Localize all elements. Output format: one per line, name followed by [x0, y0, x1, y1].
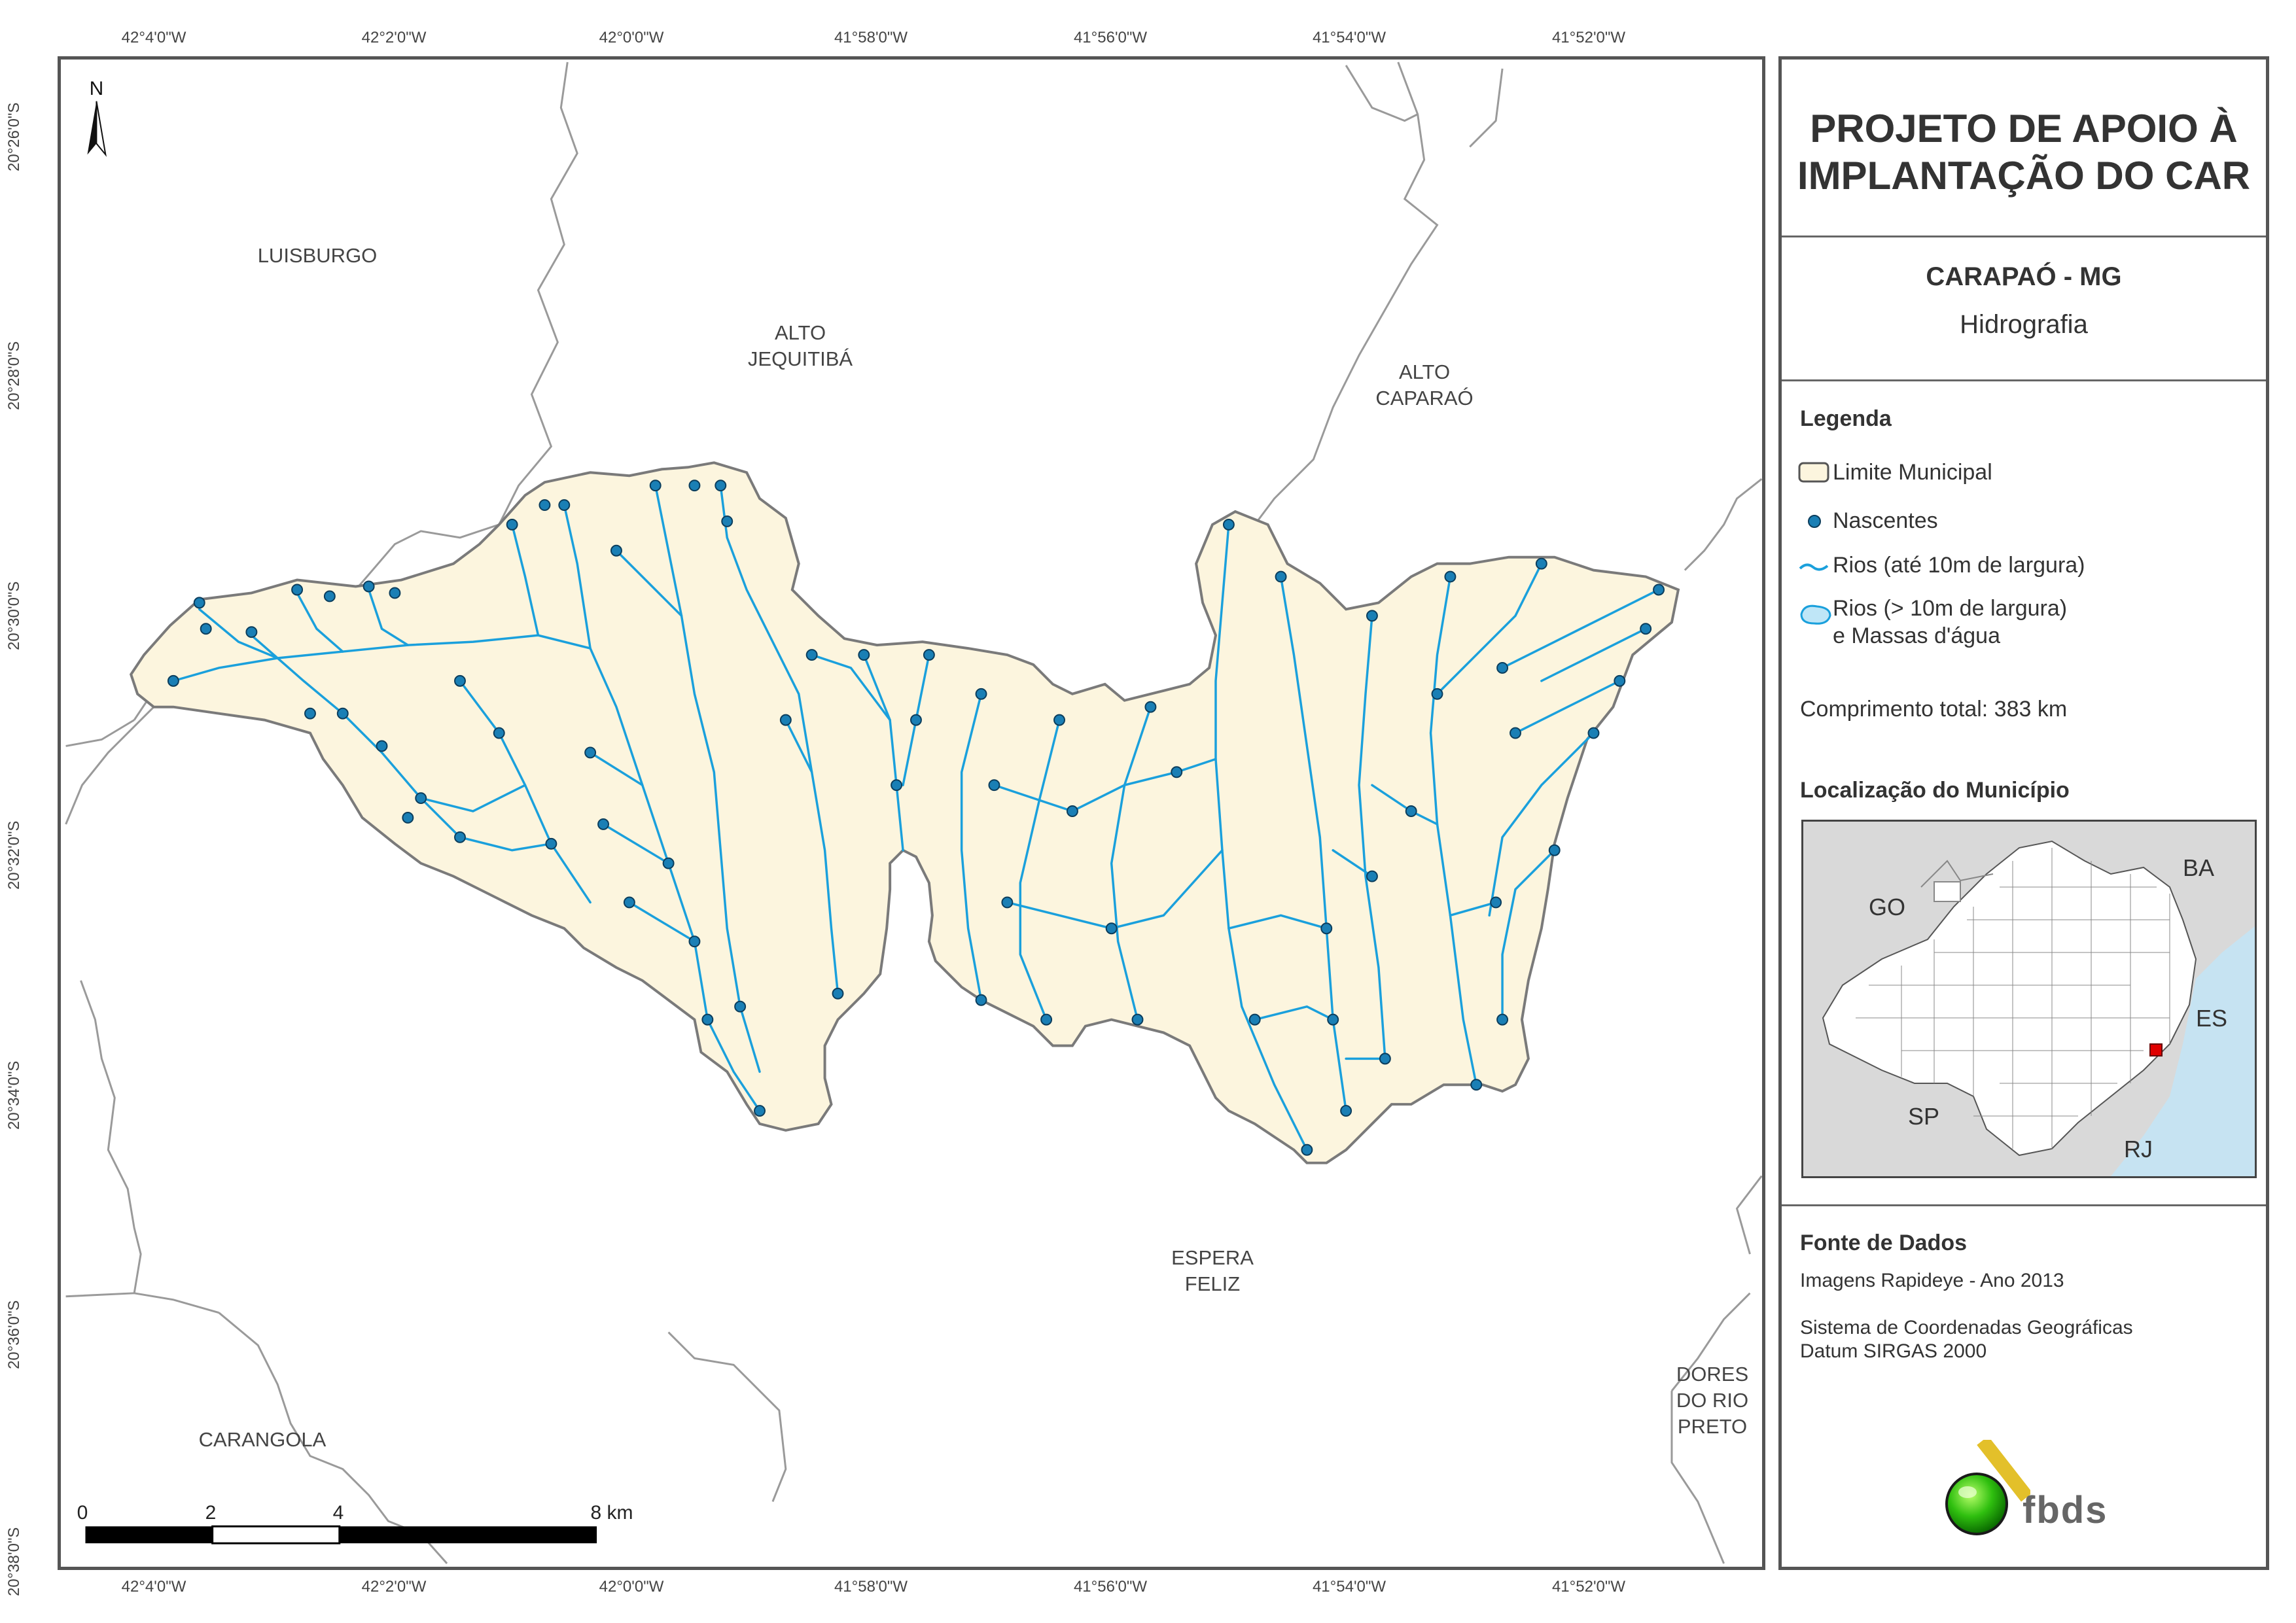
map-canvas[interactable]: N [61, 60, 1762, 1567]
coord-bottom-6: 41°54'0"W [1312, 1578, 1386, 1596]
legend-limite-icon [1798, 462, 1829, 483]
town-espera-feliz-line2: FELIZ [1184, 1272, 1241, 1295]
legend-nascentes-label: Nascentes [1833, 508, 1938, 533]
legend-heading: Legenda [1800, 406, 1892, 431]
coord-left-3: 20°30'0"S [5, 581, 23, 650]
project-title-line2: IMPLANTAÇÃO DO CAR [1797, 154, 2251, 198]
fonte-line3: Datum SIRGAS 2000 [1800, 1340, 1987, 1362]
localizacao-heading: Localização do Município [1800, 778, 2070, 803]
coord-bottom-5: 41°56'0"W [1073, 1578, 1148, 1596]
coord-top-3: 42°0'0"W [599, 29, 664, 46]
legend-rios-big-label-1: Rios (> 10m de largura) [1833, 596, 2068, 621]
scale-bar [85, 1525, 597, 1544]
scale-label-4: 4 [332, 1502, 344, 1524]
inset-label-sp: SP [1908, 1103, 1940, 1130]
coord-top-5: 41°56'0"W [1073, 29, 1148, 46]
fonte-heading: Fonte de Dados [1800, 1230, 1968, 1255]
inset-label-ba: BA [2183, 854, 2215, 881]
inset-es-ocean [2111, 926, 2255, 1176]
coord-bottom-4: 41°58'0"W [834, 1578, 908, 1596]
coord-top-1: 42°4'0"W [121, 29, 186, 46]
town-espera-feliz: ESPERA FELIZ [1171, 1245, 1254, 1297]
nascentes[interactable] [167, 480, 1665, 1156]
coord-top-7: 41°52'0"W [1551, 29, 1626, 46]
coord-top-6: 41°54'0"W [1312, 29, 1386, 46]
coord-bottom-2: 42°2'0"W [361, 1578, 427, 1596]
fonte-line1: Imagens Rapideye - Ano 2013 [1800, 1270, 2064, 1291]
theme-title: Hidrografia [1960, 310, 2088, 339]
inset-label-es: ES [2196, 1005, 2228, 1032]
legend-rios-small-label: Rios (até 10m de largura) [1833, 553, 2085, 578]
town-dores-line1: DORES [1676, 1363, 1749, 1386]
fonte-line2: Sistema de Coordenadas Geográficas [1800, 1317, 2133, 1338]
town-alto-jequitiba-line1: ALTO [774, 321, 826, 344]
fbds-logo-text: fbds [2022, 1489, 2108, 1531]
town-alto-jequitiba-line2: JEQUITIBÁ [747, 347, 853, 370]
inset-caparao-marker [2149, 1043, 2163, 1056]
north-label: N [90, 78, 104, 99]
town-carangola: CARANGOLA [198, 1428, 327, 1451]
municipio-title: CARAPAÓ - MG [1926, 262, 2122, 291]
legend-rios-big-label-2: e Massas d'água [1833, 623, 2000, 648]
legend-rios-big-icon [1800, 604, 1831, 625]
municipio-polygon[interactable] [129, 461, 1680, 1164]
subtitle-section: CARAPAÓ - MG Hidrografia [1782, 237, 2266, 381]
coord-left-7: 20°38'0"S [5, 1527, 23, 1596]
legend-limite-label: Limite Municipal [1833, 460, 1992, 485]
town-alto-caparao: ALTO CAPARAÓ [1375, 359, 1473, 411]
coord-left-2: 20°28'0"S [5, 341, 23, 410]
legend-rios-small-icon [1799, 563, 1829, 571]
inset-df [1934, 881, 1961, 902]
inset-label-go: GO [1869, 894, 1906, 920]
legend-comprimento: Comprimento total: 383 km [1800, 697, 2068, 722]
scale-label-2: 2 [205, 1502, 217, 1524]
inset-municipal-grid [1856, 848, 2170, 1149]
localizacao-divider [1782, 1204, 2266, 1206]
coord-top-2: 42°2'0"W [361, 29, 427, 46]
coord-left-1: 20°26'0"S [5, 102, 23, 171]
info-panel: PROJETO DE APOIO À IMPLANTAÇÃO DO CAR CA… [1778, 56, 2269, 1570]
coord-bottom-7: 41°52'0"W [1551, 1578, 1626, 1596]
inset-neighbor-edge [1920, 860, 1994, 888]
north-arrow-icon [87, 101, 107, 157]
town-dores-line3: PRETO [1677, 1415, 1748, 1438]
town-alto-jequitiba: ALTO JEQUITIBÁ [748, 320, 853, 372]
town-dores-do-rio-preto: DORES DO RIO PRETO [1676, 1361, 1748, 1440]
coord-left-6: 20°36'0"S [5, 1300, 23, 1369]
coord-left-5: 20°34'0"S [5, 1060, 23, 1130]
town-luisburgo: LUISBURGO [257, 244, 378, 267]
coord-bottom-1: 42°4'0"W [121, 1578, 186, 1596]
coord-left-4: 20°32'0"S [5, 820, 23, 890]
legend-nascente-icon [1808, 515, 1821, 528]
coord-top-4: 41°58'0"W [834, 29, 908, 46]
town-espera-feliz-line1: ESPERA [1171, 1246, 1254, 1269]
inset-label-rj: RJ [2124, 1136, 2153, 1162]
scale-label-8km: 8 km [590, 1502, 633, 1524]
fbds-logo-icon [1945, 1440, 2030, 1535]
town-dores-line2: DO RIO [1676, 1389, 1749, 1412]
map-frame[interactable]: N LUISBURGO ALTO JEQUITIBÁ ALTO CAPARAÓ … [58, 56, 1765, 1570]
scale-label-0: 0 [77, 1502, 88, 1524]
inset-svg [1803, 822, 2255, 1176]
title-section: PROJETO DE APOIO À IMPLANTAÇÃO DO CAR [1782, 60, 2266, 237]
project-title-line1: PROJETO DE APOIO À [1810, 107, 2238, 150]
town-alto-caparao-line2: CAPARAÓ [1375, 387, 1474, 410]
town-alto-caparao-line1: ALTO [1398, 360, 1451, 383]
location-inset-map[interactable]: GO BA ES SP RJ [1801, 820, 2257, 1178]
coord-bottom-3: 42°0'0"W [599, 1578, 664, 1596]
neighbor-boundaries [65, 61, 1762, 1565]
